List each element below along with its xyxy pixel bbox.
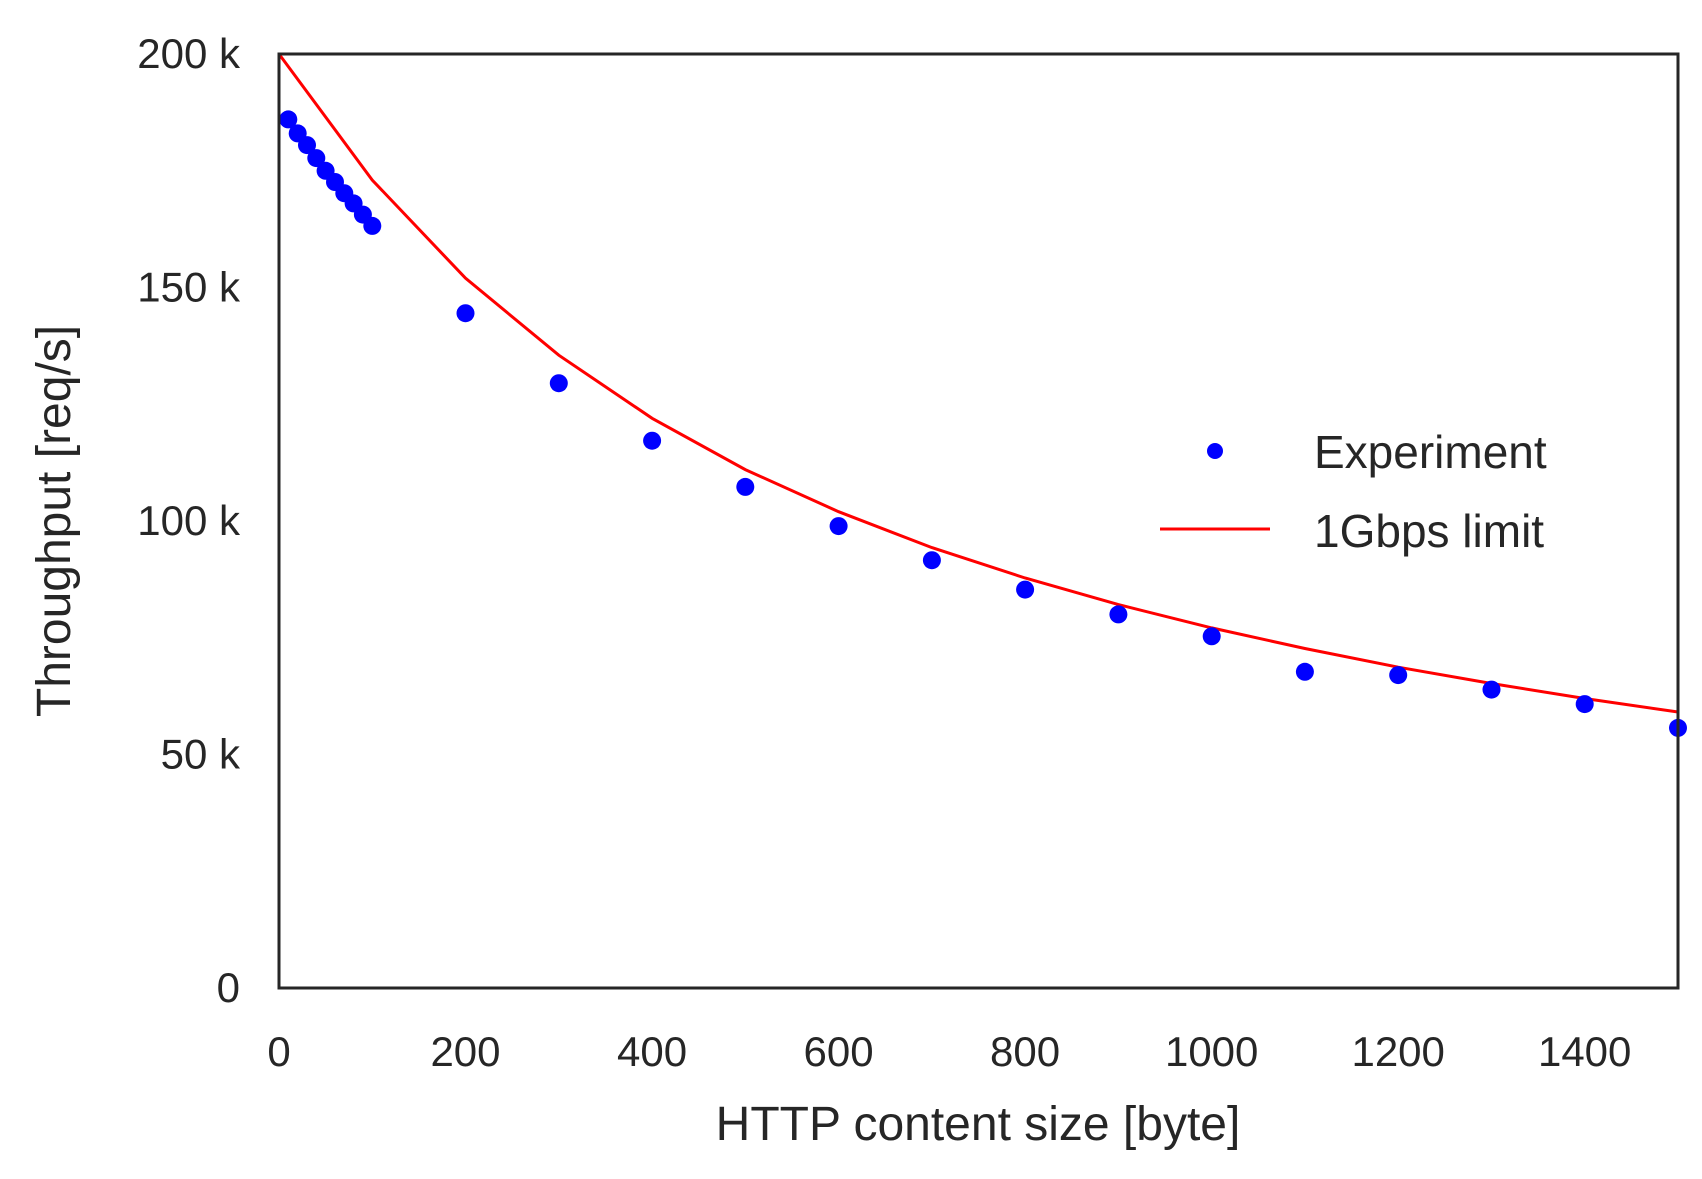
- y-tick-label: 200 k: [137, 30, 241, 77]
- y-tick-label: 0: [217, 964, 240, 1011]
- experiment-point: [922, 551, 941, 570]
- x-axis-ticks: 0 200 400 600 800 1000 1200 1400: [267, 1028, 1631, 1075]
- x-tick-label: 1200: [1351, 1028, 1444, 1075]
- x-tick-label: 600: [804, 1028, 874, 1075]
- experiment-point: [1482, 680, 1501, 699]
- y-axis-ticks: 0 50 k 100 k 150 k 200 k: [137, 30, 241, 1011]
- legend: Experiment 1Gbps limit: [1160, 426, 1547, 557]
- experiment-point: [307, 149, 326, 168]
- x-tick-label: 800: [990, 1028, 1060, 1075]
- y-tick-label: 100 k: [137, 497, 241, 544]
- y-axis-title: Throughput [req/s]: [28, 325, 81, 717]
- experiment-point: [643, 431, 662, 450]
- legend-label-experiment: Experiment: [1314, 426, 1547, 478]
- x-tick-label: 1400: [1538, 1028, 1631, 1075]
- x-tick-label: 400: [617, 1028, 687, 1075]
- y-tick-label: 150 k: [137, 264, 241, 311]
- experiment-point: [1295, 662, 1314, 681]
- experiment-point: [1016, 580, 1035, 599]
- experiment-point: [1389, 666, 1408, 685]
- experiment-point: [456, 304, 475, 323]
- experiment-point: [549, 374, 568, 393]
- experiment-point: [1202, 627, 1221, 646]
- x-axis-title: HTTP content size [byte]: [716, 1098, 1241, 1151]
- x-tick-label: 0: [267, 1028, 290, 1075]
- x-tick-label: 200: [430, 1028, 500, 1075]
- legend-marker-experiment: [1207, 443, 1223, 459]
- experiment-point: [1575, 695, 1594, 714]
- experiment-point: [298, 136, 316, 155]
- plot-marks: [277, 53, 1687, 737]
- series-line-1gbps-limit: [277, 53, 1679, 714]
- experiment-point: [829, 517, 848, 536]
- legend-label-limit: 1Gbps limit: [1314, 505, 1544, 557]
- y-tick-label: 50 k: [161, 731, 241, 778]
- experiment-point: [1109, 605, 1128, 624]
- experiment-point: [736, 477, 755, 496]
- plot-frame: [277, 52, 1680, 990]
- x-tick-label: 1000: [1165, 1028, 1258, 1075]
- experiment-point: [363, 216, 382, 235]
- experiment-point: [279, 110, 298, 129]
